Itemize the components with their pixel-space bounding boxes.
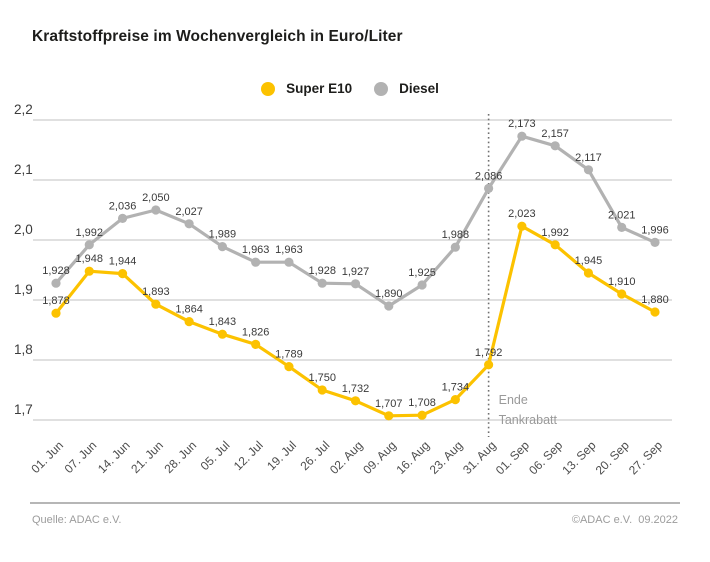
svg-text:05. Jul: 05. Jul <box>198 438 233 473</box>
svg-text:1,734: 1,734 <box>442 382 470 394</box>
svg-text:2,086: 2,086 <box>475 170 503 182</box>
svg-text:2,157: 2,157 <box>541 128 569 140</box>
svg-text:1,9: 1,9 <box>14 282 33 297</box>
svg-text:2,023: 2,023 <box>508 208 536 220</box>
svg-text:1,708: 1,708 <box>408 397 436 409</box>
svg-text:23. Aug: 23. Aug <box>427 438 466 477</box>
svg-text:1,992: 1,992 <box>541 227 569 239</box>
svg-text:2,173: 2,173 <box>508 118 536 130</box>
legend-item-super-e10: Super E10 <box>261 81 352 96</box>
svg-text:1,927: 1,927 <box>342 266 370 278</box>
svg-text:1,792: 1,792 <box>475 347 503 359</box>
svg-text:21. Jun: 21. Jun <box>128 438 166 476</box>
svg-text:2,050: 2,050 <box>142 192 170 204</box>
svg-text:1,948: 1,948 <box>76 253 104 265</box>
svg-text:02. Aug: 02. Aug <box>327 438 366 477</box>
page-title: Kraftstoffpreise im Wochenvergleich in E… <box>32 28 403 45</box>
svg-text:1,707: 1,707 <box>375 398 403 410</box>
svg-text:19. Jul: 19. Jul <box>264 438 299 473</box>
svg-text:1,925: 1,925 <box>408 267 436 279</box>
legend-item-diesel: Diesel <box>374 81 439 96</box>
svg-text:1,963: 1,963 <box>242 244 270 256</box>
svg-text:1,732: 1,732 <box>342 383 370 395</box>
svg-text:1,789: 1,789 <box>275 349 303 361</box>
svg-text:31. Aug: 31. Aug <box>460 438 499 477</box>
svg-text:1,893: 1,893 <box>142 286 170 298</box>
svg-text:01. Jun: 01. Jun <box>28 438 66 476</box>
svg-text:1,963: 1,963 <box>275 244 303 256</box>
svg-text:14. Jun: 14. Jun <box>95 438 133 476</box>
svg-text:09. Aug: 09. Aug <box>360 438 399 477</box>
svg-text:01. Sep: 01. Sep <box>493 438 532 477</box>
svg-text:1,988: 1,988 <box>442 229 470 241</box>
svg-text:1,750: 1,750 <box>308 372 336 384</box>
svg-text:1,864: 1,864 <box>175 304 203 316</box>
svg-text:2,021: 2,021 <box>608 209 636 221</box>
svg-text:1,944: 1,944 <box>109 256 137 268</box>
legend: Super E10 Diesel <box>0 81 700 96</box>
svg-text:1,880: 1,880 <box>641 294 669 306</box>
svg-text:1,7: 1,7 <box>14 402 33 417</box>
svg-text:20. Sep: 20. Sep <box>593 438 632 477</box>
svg-text:2,117: 2,117 <box>575 152 602 164</box>
legend-dot-super-e10-icon <box>261 81 276 96</box>
footer-divider <box>30 502 680 504</box>
svg-text:06. Sep: 06. Sep <box>526 438 565 477</box>
svg-text:1,826: 1,826 <box>242 326 270 338</box>
svg-text:1,928: 1,928 <box>308 265 336 277</box>
svg-text:2,027: 2,027 <box>175 206 203 218</box>
legend-label-super-e10: Super E10 <box>286 81 353 96</box>
svg-text:07. Jun: 07. Jun <box>62 438 100 476</box>
svg-text:1,890: 1,890 <box>375 288 403 300</box>
svg-text:Ende: Ende <box>499 393 528 407</box>
source-note: Quelle: ADAC e.V. <box>32 514 122 526</box>
copyright-note: ©ADAC e.V. 09.2022 <box>571 514 678 526</box>
legend-label-diesel: Diesel <box>399 81 439 96</box>
svg-text:1,989: 1,989 <box>209 229 237 241</box>
footer: Quelle: ADAC e.V. ©ADAC e.V. 09.2022 <box>32 514 678 526</box>
svg-text:12. Jul: 12. Jul <box>231 438 266 473</box>
svg-text:13. Sep: 13. Sep <box>559 438 598 477</box>
svg-text:1,996: 1,996 <box>641 224 669 236</box>
svg-text:2,2: 2,2 <box>14 102 33 117</box>
svg-text:2,036: 2,036 <box>109 200 137 212</box>
svg-text:2,1: 2,1 <box>14 162 33 177</box>
svg-text:1,878: 1,878 <box>42 295 70 307</box>
svg-text:1,945: 1,945 <box>575 255 603 267</box>
svg-text:Tankrabatt: Tankrabatt <box>499 413 558 427</box>
svg-text:2,0: 2,0 <box>14 222 33 237</box>
legend-dot-diesel-icon <box>374 81 389 96</box>
svg-text:1,910: 1,910 <box>608 276 636 288</box>
svg-text:1,8: 1,8 <box>14 342 33 357</box>
svg-text:1,843: 1,843 <box>209 316 237 328</box>
svg-text:1,928: 1,928 <box>42 265 70 277</box>
svg-text:1,992: 1,992 <box>76 227 104 239</box>
svg-text:16. Aug: 16. Aug <box>393 438 432 477</box>
svg-text:27. Sep: 27. Sep <box>626 438 665 477</box>
svg-text:28. Jun: 28. Jun <box>161 438 199 476</box>
